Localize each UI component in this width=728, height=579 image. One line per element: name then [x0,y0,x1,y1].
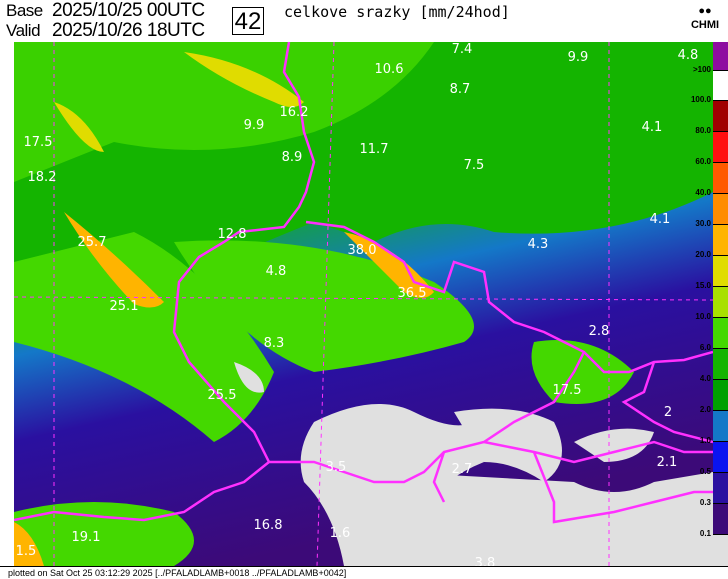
value-label: 8.3 [264,336,285,351]
legend-swatch [713,380,728,411]
value-label: 3.5 [326,460,347,475]
legend-label: 15.0 [695,281,711,290]
legend-label: 20.0 [695,250,711,259]
value-label: 11.7 [360,142,389,157]
legend-swatch [713,504,728,535]
legend-label: 4.0 [699,374,711,383]
legend-label: 0.5 [699,467,711,476]
value-label: 17.5 [24,135,53,150]
value-label: 7.5 [464,158,485,173]
value-label: 36.5 [398,286,427,301]
legend-swatch [713,349,728,380]
legend-swatch [713,225,728,256]
legend-label: 10.0 [695,312,711,321]
valid-label: Valid [6,21,41,40]
legend-swatch [713,411,728,442]
green-band [14,232,274,442]
legend-swatch [713,442,728,473]
map-title: celkove srazky [mm/24hod] [284,3,510,21]
legend-label: 100.0 [690,95,711,104]
light-green-area [14,42,434,182]
value-label: 10.6 [375,62,404,77]
color-legend: >100 100.0 80.0 60.0 40.0 30.0 20.0 15.0 10.0 6.0… [691,42,728,575]
forecast-hour-box: 42 [232,7,264,35]
legend-label: 60.0 [695,157,711,166]
value-label: 1.5 [16,544,37,559]
legend-label: 0.1 [699,529,711,538]
precip-areas [14,42,713,566]
base-label: Base [6,1,43,20]
legend-swatch [713,473,728,504]
value-label: 4.8 [678,48,699,63]
legend-swatch [713,318,728,349]
precipitation-map: 7.4 10.6 9.9 4.8 8.7 16.2 4.1 17.5 9.9 11.7 8.9 7.5… [14,42,713,566]
value-label: 25.1 [110,299,139,314]
max-band-4 [54,102,104,152]
value-label: 3.8 [475,556,496,566]
legend-swatch [713,71,728,101]
value-labels: 7.4 10.6 9.9 4.8 8.7 16.2 4.1 17.5 9.9 11.7 8.9 7.5… [16,42,699,566]
legend-label: 6.0 [699,343,711,352]
legend-swatch [713,42,728,71]
value-label: 2.1 [657,455,678,470]
value-label: 4.1 [642,120,663,135]
value-label: 4.1 [650,212,671,227]
legend-swatch [713,194,728,225]
value-label: 4.8 [266,264,287,279]
value-label: 25.5 [208,388,237,403]
logo-icon: ●● [698,5,712,17]
legend-label: 30.0 [695,219,711,228]
value-label: 16.8 [254,518,283,533]
legend-swatch [713,132,728,163]
value-label: 9.9 [244,118,265,133]
value-label: 12.8 [218,227,247,242]
value-label: 16.2 [280,105,309,120]
value-label: 4.3 [528,237,549,252]
legend-label: 40.0 [695,188,711,197]
legend-swatch [713,287,728,318]
value-label: 8.7 [450,82,471,97]
value-label: 2.7 [452,462,473,477]
dry-areas [234,362,713,566]
south-west-green-area [14,502,194,566]
legend-swatch [713,256,728,287]
legend-swatch [713,163,728,194]
header: Base 2025/10/25 00UTC Valid 2025/10/26 1… [0,0,728,42]
south-west-max [14,522,44,566]
base-value: 2025/10/25 00UTC [52,0,205,21]
legend-swatch [713,101,728,132]
legend-label: >100 [692,65,711,74]
max-band-2 [344,232,434,298]
value-label: 2 [664,405,672,420]
footer-info: plotted on Sat Oct 25 03:12:29 2025 [../… [0,566,728,578]
legend-label: 1.0 [699,436,711,445]
chmi-logo: ●● CHMI [686,4,724,32]
legend-label: 0.3 [699,498,711,507]
legend-label: 80.0 [695,126,711,135]
value-label: 1.6 [330,526,351,541]
value-label: 8.9 [282,150,303,165]
value-label: 19.1 [72,530,101,545]
max-band-1 [64,212,164,308]
value-label: 7.4 [452,42,473,57]
value-label: 17.5 [553,383,582,398]
legend-label: 2.0 [699,405,711,414]
value-label: 38.0 [348,243,377,258]
value-label: 9.9 [568,50,589,65]
max-band-3 [184,52,304,107]
value-label: 2.8 [589,324,610,339]
value-label: 25.7 [78,235,107,250]
east-green-area [531,340,634,404]
value-label: 18.2 [28,170,57,185]
valid-value: 2025/10/26 18UTC [52,20,205,41]
country-borders [14,42,713,524]
